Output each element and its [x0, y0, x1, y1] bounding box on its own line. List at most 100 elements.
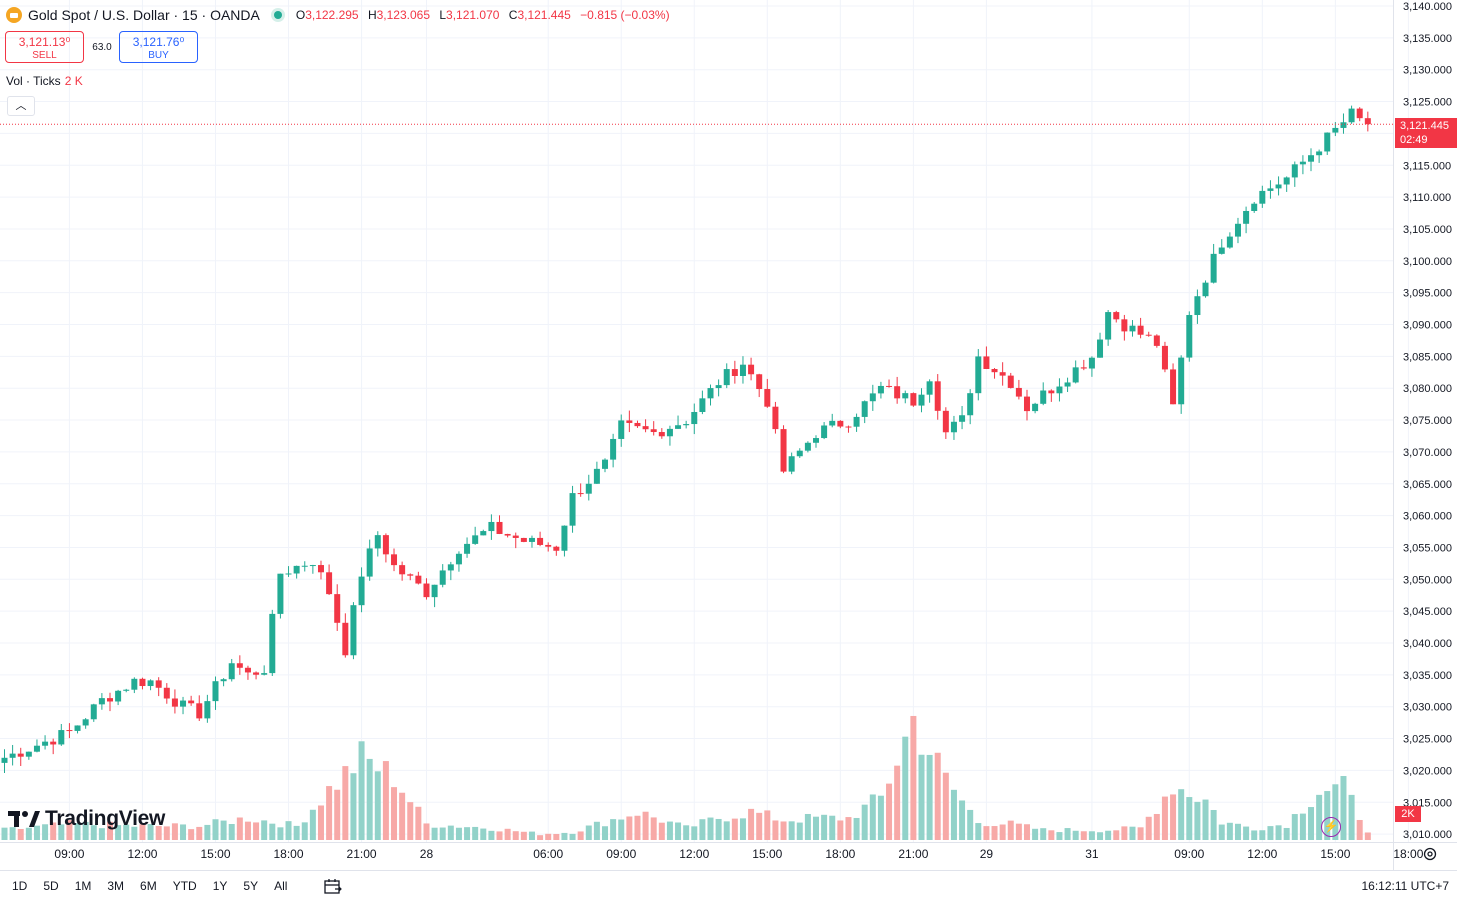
range-1y[interactable]: 1Y — [212, 878, 228, 893]
candle-body — [374, 535, 381, 549]
range-6m[interactable]: 6M — [140, 878, 157, 893]
volume-bar — [585, 825, 592, 840]
lightning-icon[interactable]: ⚡ — [1321, 817, 1341, 837]
candle-body — [837, 420, 844, 427]
volume-bar — [1023, 824, 1030, 840]
candle-body — [350, 605, 357, 656]
volume-bar — [196, 826, 203, 840]
calendar-goto-icon[interactable] — [324, 878, 343, 894]
volume-bar — [1226, 822, 1233, 840]
candle-body — [691, 411, 698, 425]
collapse-legend-button[interactable]: ︿ — [7, 96, 35, 116]
candle-body — [520, 537, 527, 542]
candle-body — [399, 565, 406, 575]
volume-bar — [788, 821, 795, 840]
candle-body — [1259, 190, 1266, 204]
y-tick-label: 3,055.000 — [1403, 542, 1452, 554]
last-price: 3,121.445 — [1400, 120, 1449, 132]
ohlc-low: 3,121.070 — [446, 8, 500, 22]
tradingview-wordmark: TradingView — [45, 807, 166, 830]
candle-body — [293, 565, 300, 574]
volume-bar — [1032, 828, 1039, 840]
volume-bar — [309, 809, 316, 840]
volume-bar — [1194, 801, 1201, 840]
candle-body — [512, 535, 519, 538]
y-tick-label: 3,095.000 — [1403, 288, 1452, 300]
volume-bar — [139, 824, 146, 840]
candle-body — [1032, 403, 1039, 412]
volume-bar — [1121, 826, 1128, 840]
ohlc-close: 3,121.445 — [517, 8, 571, 22]
volume-bar — [188, 829, 195, 840]
y-tick-label: 3,020.000 — [1403, 765, 1452, 777]
candle-body — [115, 690, 122, 702]
volume-bar — [1153, 813, 1160, 840]
candle-body — [1251, 203, 1258, 211]
x-tick-label: 09:00 — [606, 847, 636, 861]
range-ytd[interactable]: YTD — [172, 878, 197, 893]
symbol-title[interactable]: Gold Spot / U.S. Dollar · 15 · OANDA — [28, 7, 260, 23]
volume-bar — [829, 815, 836, 840]
candle-body — [1137, 325, 1144, 335]
candle-body — [577, 493, 584, 495]
candle-body — [561, 525, 568, 551]
candle-body — [788, 456, 795, 472]
candle-body — [1178, 357, 1185, 405]
candle-body — [707, 388, 714, 399]
candle-body — [764, 389, 771, 407]
candle-body — [464, 543, 471, 554]
candle-body — [236, 663, 243, 668]
volume-bar — [959, 800, 966, 840]
price-chart[interactable]: 09:00 12:00 15:00 18:00 21:00 28 06:00 09:00 12:… — [0, 0, 1457, 870]
candle-body — [780, 429, 787, 472]
volume-legend[interactable]: Vol · Ticks 2 K — [6, 74, 83, 88]
sell-button[interactable]: 3,121.13⁰ SELL — [5, 31, 84, 63]
buy-label: BUY — [148, 50, 169, 61]
x-tick-label: 18:00 — [274, 847, 304, 861]
candle-body — [204, 701, 211, 719]
candle-body — [180, 700, 187, 707]
range-5d[interactable]: 5D — [43, 878, 59, 893]
volume-bar — [748, 808, 755, 840]
volume-bar — [431, 827, 438, 840]
candle-body — [666, 428, 673, 437]
settings-icon[interactable] — [1421, 845, 1439, 863]
y-tick-label: 3,050.000 — [1403, 574, 1452, 586]
candle-body — [277, 573, 284, 614]
candle-body — [1, 757, 8, 763]
candle-body — [326, 572, 333, 595]
volume-bar — [715, 818, 722, 840]
volume-bar — [837, 820, 844, 840]
candle-body — [1299, 161, 1306, 165]
x-tick-label: 09:00 — [54, 847, 84, 861]
range-1d[interactable]: 1D — [12, 878, 28, 893]
y-tick-label: 3,135.000 — [1403, 33, 1452, 45]
candle-body — [829, 420, 836, 426]
candle-body — [220, 679, 227, 682]
candle-body — [123, 689, 130, 691]
range-1m[interactable]: 1M — [74, 878, 92, 893]
candle-body — [382, 535, 389, 555]
ohlc-values: O3,122.295 H3,123.065 L3,121.070 C3,121.… — [295, 8, 670, 22]
volume-bar — [756, 812, 763, 840]
candle-body — [504, 533, 511, 536]
y-tick-label: 3,100.000 — [1403, 256, 1452, 268]
range-5y[interactable]: 5Y — [243, 878, 259, 893]
volume-bar — [512, 831, 519, 840]
volume-bar — [942, 772, 949, 840]
x-tick-label: 21:00 — [898, 847, 928, 861]
buy-button[interactable]: 3,121.76⁰ BUY — [119, 31, 198, 63]
x-tick-label: 09:00 — [1174, 847, 1204, 861]
range-all[interactable]: All — [274, 878, 288, 893]
timezone-clock[interactable]: 16:12:11 UTC+7 — [1361, 879, 1450, 893]
volume-bar — [1137, 827, 1144, 840]
tradingview-logo[interactable]: TradingView — [8, 806, 165, 832]
ohlc-open: 3,122.295 — [305, 8, 359, 22]
candle-body — [877, 385, 884, 394]
candle-body — [212, 681, 219, 702]
range-3m[interactable]: 3M — [107, 878, 125, 893]
volume-bar — [261, 820, 268, 840]
candle-body — [1316, 151, 1323, 156]
candle-body — [74, 725, 81, 731]
candle-body — [934, 381, 941, 411]
